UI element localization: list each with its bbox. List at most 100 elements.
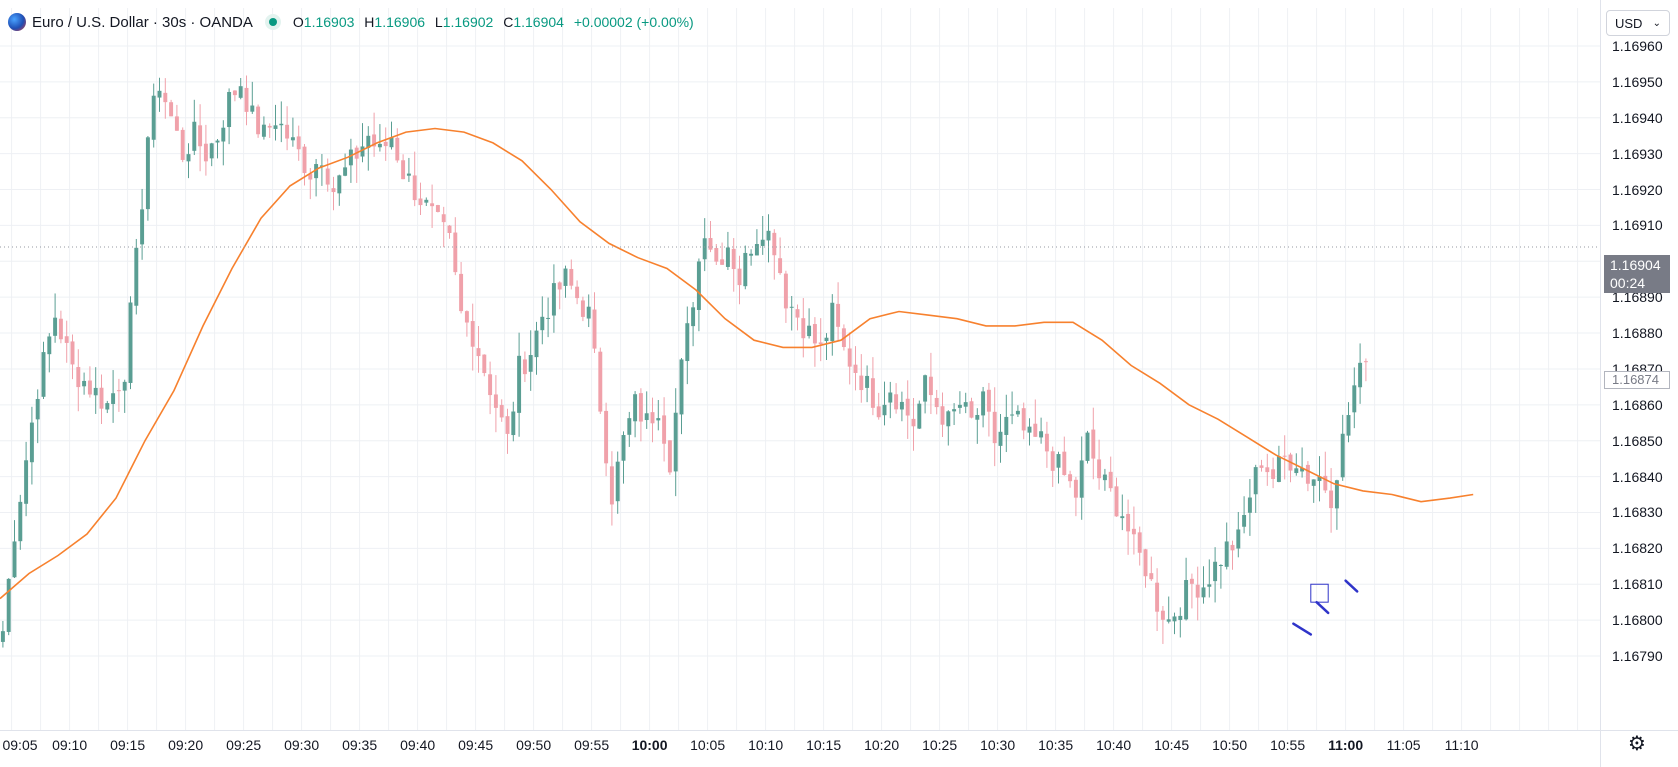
candle-body [505, 416, 510, 434]
symbol-legend: Euro / U.S. Dollar · 30s · OANDA O1.1690… [8, 10, 694, 34]
candle-body [1317, 476, 1322, 482]
candle-body [157, 90, 162, 98]
candle-body [969, 401, 974, 418]
candle-body [1213, 561, 1218, 582]
candle-body [1044, 433, 1049, 452]
price-tick-label: 1.16800 [1612, 612, 1663, 629]
price-tick-label: 1.16930 [1612, 145, 1663, 162]
candle-body [302, 146, 307, 174]
candle-body [360, 146, 365, 157]
candle-body [517, 355, 522, 413]
candle-body [580, 300, 585, 317]
time-tick-label: 11:10 [1444, 737, 1479, 753]
candle-body [1334, 480, 1339, 509]
candle-body [476, 348, 481, 357]
candle-body [1033, 423, 1038, 437]
candle-body [18, 501, 23, 542]
time-tick-label: 09:55 [574, 737, 610, 753]
candle-body [169, 102, 174, 117]
candle-body [1189, 578, 1194, 584]
candle-body [111, 393, 116, 404]
bar-countdown: 00:24 [1610, 275, 1646, 291]
time-tick-label: 10:55 [1270, 737, 1306, 753]
candle-body [899, 401, 904, 410]
candle-body [1085, 432, 1090, 461]
candle-body [859, 375, 864, 391]
candle-body [70, 341, 75, 365]
candle-body [691, 307, 696, 327]
price-tick-label: 1.16880 [1612, 325, 1663, 342]
candle-body [203, 143, 208, 162]
time-tick-label: 10:15 [806, 737, 842, 753]
candle-body [331, 188, 336, 193]
time-tick-label: 09:50 [516, 737, 552, 753]
candle-body [1195, 584, 1200, 598]
candle-body [1126, 513, 1131, 532]
candle-body [546, 317, 551, 319]
open-value: 1.16903 [303, 14, 355, 30]
candle-body [801, 318, 806, 339]
currency-selector[interactable]: USD ⌄ [1606, 10, 1670, 36]
candle-body [180, 129, 185, 160]
candle-body [1224, 541, 1229, 567]
price-tick-label: 1.16830 [1612, 504, 1663, 521]
candle-body [1108, 471, 1113, 489]
candle-body [87, 380, 92, 395]
candle-body [1155, 582, 1160, 612]
candle-body [772, 232, 777, 256]
candle-body [29, 422, 34, 463]
candle-body [1340, 433, 1345, 478]
last-price-value: 1.16904 [1610, 257, 1661, 273]
candle-body [1160, 610, 1165, 620]
candle-body [412, 175, 417, 201]
candle-body [1311, 479, 1316, 486]
candle-body [325, 168, 330, 185]
candle-body [1207, 584, 1212, 587]
candle-body [563, 268, 568, 286]
candle-body [122, 381, 127, 391]
candle-body [1149, 573, 1154, 580]
candle-body [383, 141, 388, 147]
candle-body [186, 154, 191, 162]
candle-body [93, 387, 98, 396]
candle-body [395, 137, 400, 161]
candle-body [830, 302, 835, 342]
candle-body [928, 376, 933, 396]
candle-body [99, 387, 104, 409]
gear-icon[interactable]: ⚙ [1628, 732, 1646, 755]
time-tick-label: 09:25 [226, 737, 262, 753]
ohlc-values: O1.16903 H1.16906 L1.16902 C1.16904 +0.0… [293, 14, 694, 30]
candle-body [609, 466, 614, 505]
price-tick-label: 1.16860 [1612, 396, 1663, 413]
candle-body [725, 247, 730, 267]
candle-body [870, 378, 875, 408]
candle-body [598, 351, 603, 412]
candle-body [82, 380, 87, 387]
candle-body [1323, 475, 1328, 491]
candle-body [1114, 486, 1119, 517]
candle-body [1218, 564, 1223, 566]
candle-body [1236, 529, 1241, 549]
candle-body [1137, 532, 1142, 553]
candle-body [134, 247, 139, 306]
candle-body [824, 337, 829, 342]
candle-body [621, 435, 626, 461]
symbol-title[interactable]: Euro / U.S. Dollar · 30s · OANDA [32, 13, 253, 31]
candle-body [53, 317, 58, 336]
candle-body [1143, 549, 1148, 577]
candle-body [981, 391, 986, 416]
candle-body [743, 252, 748, 287]
candle-body [894, 394, 899, 410]
candle-body [1102, 474, 1107, 481]
candle-body [209, 143, 214, 159]
candle-body [389, 137, 394, 148]
candle-body [447, 225, 452, 234]
candle-body [569, 268, 574, 286]
price-tick-label: 1.16850 [1612, 432, 1663, 449]
candle-body [273, 125, 278, 129]
candle-body [1178, 615, 1183, 620]
candle-body [1184, 580, 1189, 620]
candle-body [1242, 515, 1247, 527]
